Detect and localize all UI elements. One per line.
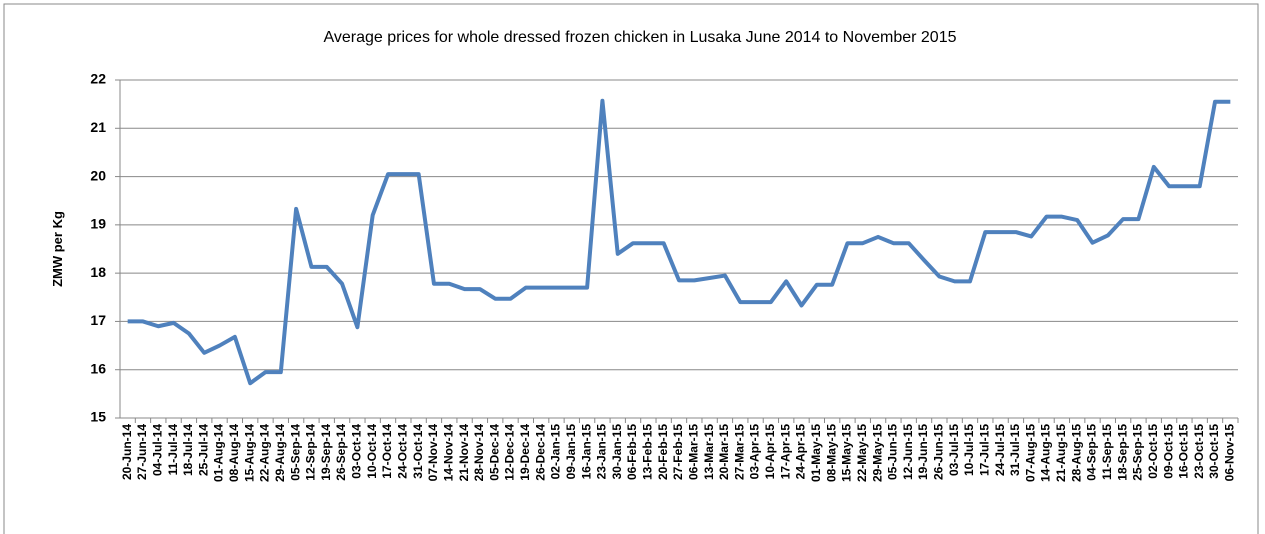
x-tick-label: 03-Apr-15	[748, 424, 762, 480]
x-tick-label: 27-Mar-15	[732, 424, 746, 480]
x-tick-label: 26-Jun-15	[932, 424, 946, 480]
x-tick-label: 04-Sep-15	[1085, 424, 1099, 481]
x-tick-label: 01-May-15	[809, 424, 823, 482]
x-tick-label: 28-Nov-14	[472, 424, 486, 482]
x-tick-label: 25-Jul-14	[196, 424, 210, 476]
x-tick-label: 06-Nov-15	[1223, 424, 1237, 482]
x-tick-label: 22-May-15	[855, 424, 869, 482]
y-tick-label: 18	[90, 264, 106, 280]
x-tick-label: 14-Aug-15	[1039, 424, 1053, 482]
y-tick-label: 19	[90, 216, 106, 232]
y-tick-label: 20	[90, 167, 106, 183]
y-tick-label: 22	[90, 71, 106, 87]
y-tick-label: 15	[90, 409, 106, 425]
x-tick-label: 21-Aug-15	[1054, 424, 1068, 482]
x-tick-label: 19-Jun-15	[916, 424, 930, 480]
x-tick-label: 31-Jul-15	[1008, 424, 1022, 476]
x-tick-label: 24-Apr-15	[794, 424, 808, 480]
x-tick-label: 13-Feb-15	[641, 424, 655, 480]
x-tick-label: 29-Aug-14	[273, 424, 287, 482]
x-tick-label: 27-Jun-14	[135, 424, 149, 480]
x-tick-label: 07-Aug-15	[1023, 424, 1037, 482]
x-tick-label: 10-Oct-14	[365, 424, 379, 479]
x-tick-label: 18-Sep-15	[1115, 424, 1129, 481]
x-tick-label: 01-Aug-14	[212, 424, 226, 482]
x-tick-label: 10-Jul-15	[962, 424, 976, 476]
x-tick-label: 02-Jan-15	[549, 424, 563, 480]
x-tick-label: 16-Oct-15	[1177, 424, 1191, 479]
x-tick-label: 23-Oct-15	[1192, 424, 1206, 479]
x-tick-label: 06-Mar-15	[686, 424, 700, 480]
x-tick-label: 19-Dec-14	[518, 424, 532, 481]
x-tick-label: 24-Oct-14	[396, 424, 410, 479]
y-tick-label: 21	[90, 119, 106, 135]
x-tick-label: 07-Nov-14	[426, 424, 440, 482]
x-tick-label: 12-Sep-14	[304, 424, 318, 481]
x-tick-label: 03-Jul-15	[947, 424, 961, 476]
x-tick-label: 03-Oct-14	[350, 424, 364, 479]
data-line	[127, 98, 1231, 386]
x-tick-label: 26-Dec-14	[533, 424, 547, 481]
x-tick-label: 19-Sep-14	[319, 424, 333, 481]
x-tick-label: 08-May-15	[824, 424, 838, 482]
x-tick-label: 16-Jan-15	[579, 424, 593, 480]
x-tick-label: 20-Mar-15	[717, 424, 731, 480]
x-tick-label: 23-Jan-15	[595, 424, 609, 480]
x-tick-label: 14-Nov-14	[441, 424, 455, 482]
x-tick-label: 31-Oct-14	[411, 424, 425, 479]
x-tick-label: 13-Mar-15	[702, 424, 716, 480]
x-tick-label: 11-Sep-15	[1100, 424, 1114, 480]
x-tick-label: 26-Sep-14	[334, 424, 348, 481]
x-tick-label: 05-Dec-14	[487, 424, 501, 481]
x-tick-label: 30-Oct-15	[1207, 424, 1221, 479]
x-tick-label: 08-Aug-14	[227, 424, 241, 482]
x-tick-label: 02-Oct-15	[1146, 424, 1160, 479]
chart-frame	[3, 3, 1259, 534]
x-tick-label: 28-Aug-15	[1069, 424, 1083, 482]
x-tick-label: 15-May-15	[840, 424, 854, 482]
x-tick-label: 10-Apr-15	[763, 424, 777, 480]
y-axis-label: ZMW per Kg	[50, 211, 65, 287]
y-tick-label: 16	[90, 360, 106, 376]
x-tick-label: 27-Feb-15	[671, 424, 685, 480]
x-tick-label: 20-Jun-14	[120, 424, 134, 480]
x-tick-label: 17-Oct-14	[380, 424, 394, 479]
x-tick-label: 18-Jul-14	[181, 424, 195, 476]
chart-title: Average prices for whole dressed frozen …	[324, 29, 957, 46]
x-tick-label: 04-Jul-14	[150, 424, 164, 476]
x-tick-label: 06-Feb-15	[625, 424, 639, 480]
x-tick-label: 17-Jul-15	[977, 424, 991, 476]
y-tick-label: 17	[90, 312, 106, 328]
x-tick-label: 09-Oct-15	[1161, 424, 1175, 479]
x-tick-label: 21-Nov-14	[457, 424, 471, 482]
x-tick-label: 22-Aug-14	[258, 424, 272, 482]
x-tick-label: 24-Jul-15	[993, 424, 1007, 476]
x-tick-label: 29-May-15	[870, 424, 884, 482]
x-tick-label: 11-Jul-14	[166, 424, 180, 476]
x-tick-label: 12-Dec-14	[503, 424, 517, 481]
x-tick-label: 05-Jun-15	[886, 424, 900, 480]
x-tick-label: 15-Aug-14	[242, 424, 256, 482]
x-tick-label: 17-Apr-15	[778, 424, 792, 480]
x-tick-label: 05-Sep-14	[288, 424, 302, 481]
x-tick-label: 09-Jan-15	[564, 424, 578, 480]
x-tick-label: 25-Sep-15	[1131, 424, 1145, 481]
x-tick-label: 30-Jan-15	[610, 424, 624, 480]
x-tick-label: 20-Feb-15	[656, 424, 670, 480]
x-tick-label: 12-Jun-15	[901, 424, 915, 480]
